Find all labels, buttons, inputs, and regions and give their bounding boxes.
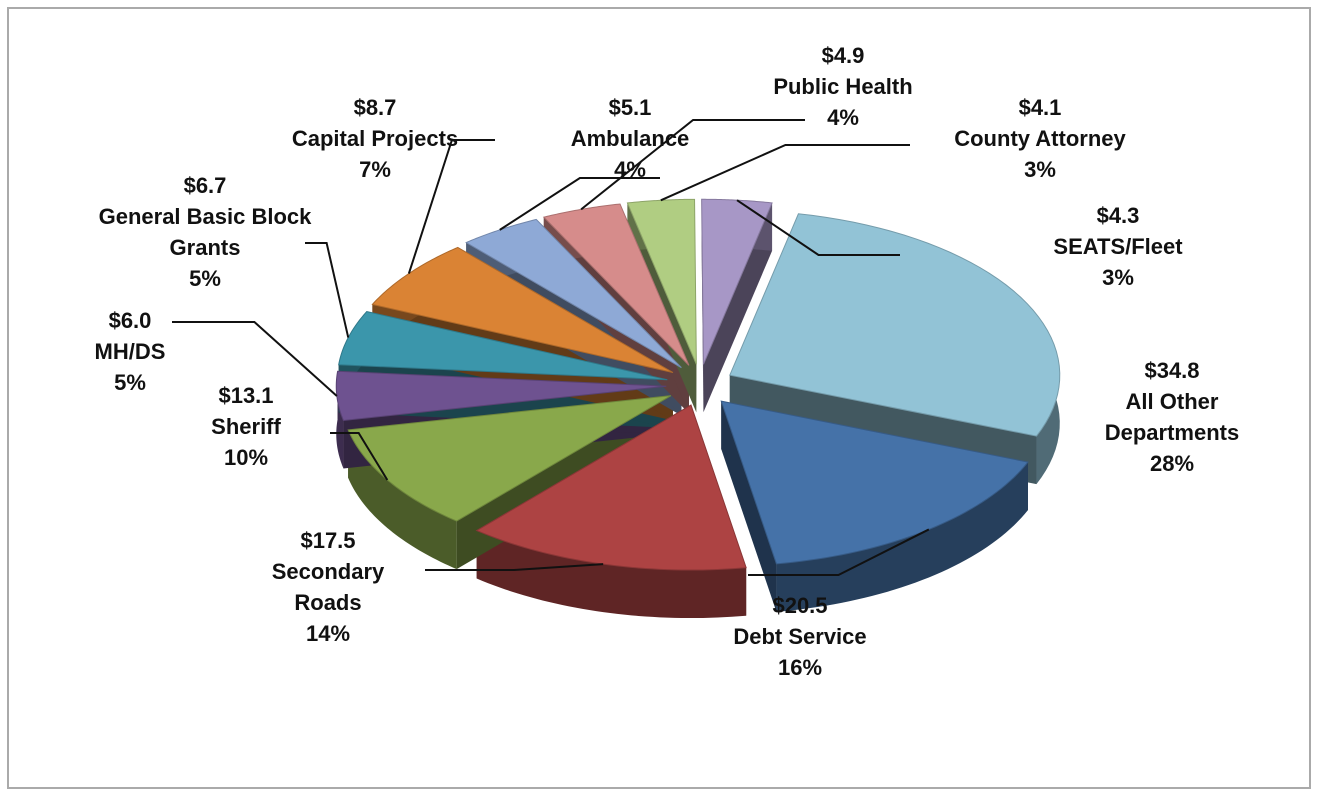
leader-line — [172, 321, 338, 397]
percent-label: 5% — [114, 370, 146, 395]
data-label: $5.1 Ambulance 4% — [540, 92, 720, 185]
leader-line — [580, 119, 805, 211]
percent-label: 7% — [359, 157, 391, 182]
leader-line — [425, 563, 604, 571]
category-label: County Attorney — [954, 126, 1126, 151]
slice — [347, 395, 672, 522]
data-label: $4.3 SEATS/Fleet 3% — [1023, 200, 1213, 293]
slice-side — [703, 202, 773, 413]
value-label: $4.1 — [1018, 95, 1062, 120]
value-label: $6.0 — [108, 308, 152, 333]
percent-label: 4% — [827, 105, 859, 130]
percent-label: 3% — [1024, 157, 1056, 182]
leader-line — [407, 139, 495, 274]
slice — [729, 213, 1061, 437]
value-label: $20.5 — [772, 593, 828, 618]
slice — [626, 198, 697, 365]
leader-line — [330, 432, 389, 481]
leader-line — [748, 528, 930, 576]
percent-label: 5% — [189, 266, 221, 291]
category-label: Public Health — [773, 74, 913, 99]
leader-line — [736, 199, 900, 256]
percent-label: 28% — [1149, 451, 1195, 476]
category-label: MH/DS — [94, 339, 166, 364]
value-label: $6.7 — [183, 173, 227, 198]
data-label: $6.0 MH/DS 5% — [75, 305, 185, 398]
slice-side — [348, 429, 457, 570]
data-label: $4.9 Public Health 4% — [743, 40, 943, 133]
leader-line — [305, 242, 350, 338]
slice-side — [476, 530, 747, 619]
value-label: $8.7 — [353, 95, 397, 120]
data-label: $8.7 Capital Projects 7% — [250, 92, 500, 185]
slice — [542, 203, 690, 366]
category-label: Sheriff — [211, 414, 281, 439]
slice-tops — [335, 198, 1061, 571]
leader-line — [499, 177, 660, 231]
value-label: $5.1 — [608, 95, 652, 120]
data-label: $6.7 General Basic Block Grants 5% — [90, 170, 320, 294]
value-label: $4.3 — [1096, 203, 1140, 228]
category-label: All Other Departments — [1104, 389, 1240, 445]
data-label: $20.5 Debt Service 16% — [700, 590, 900, 683]
slice — [720, 400, 1029, 565]
data-label: $17.5 Secondary Roads 14% — [243, 525, 413, 649]
slice — [475, 404, 747, 571]
category-label: General Basic Block Grants — [98, 204, 312, 260]
data-label: $13.1 Sheriff 10% — [186, 380, 306, 473]
value-label: $17.5 — [300, 528, 356, 553]
percent-label: 4% — [614, 157, 646, 182]
slice-side — [336, 371, 344, 469]
data-label: $34.8 All Other Departments 28% — [1087, 355, 1257, 479]
category-label: Debt Service — [733, 624, 867, 649]
category-label: Ambulance — [570, 126, 690, 151]
value-label: $4.9 — [821, 43, 865, 68]
category-label: SEATS/Fleet — [1053, 234, 1183, 259]
data-label: $4.1 County Attorney 3% — [910, 92, 1170, 185]
percent-label: 10% — [223, 445, 269, 470]
percent-label: 3% — [1102, 265, 1134, 290]
category-label: Secondary Roads — [271, 559, 385, 615]
percent-label: 16% — [777, 655, 823, 680]
category-label: Capital Projects — [291, 126, 459, 151]
slice-side — [721, 401, 777, 612]
value-label: $13.1 — [218, 383, 274, 408]
value-label: $34.8 — [1144, 358, 1200, 383]
leader-line — [660, 144, 910, 202]
percent-label: 14% — [305, 621, 351, 646]
